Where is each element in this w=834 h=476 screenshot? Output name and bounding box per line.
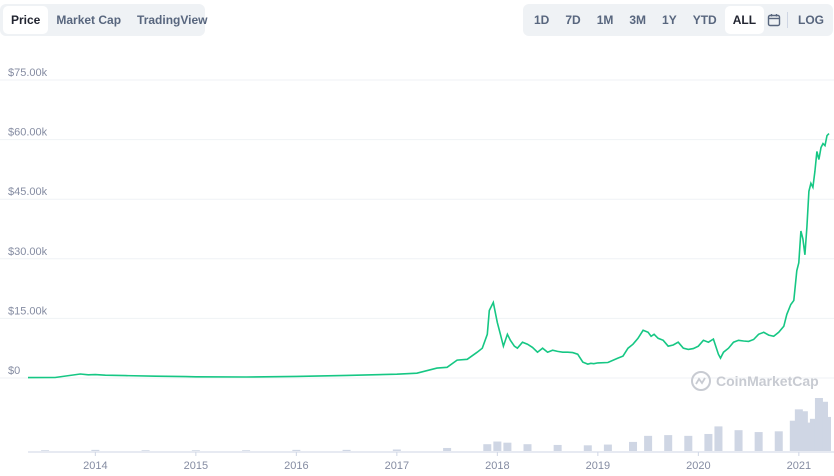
range-1m[interactable]: 1M bbox=[596, 13, 614, 27]
volume-bar bbox=[804, 422, 813, 451]
volume-bar bbox=[629, 441, 638, 451]
volume-bar bbox=[644, 435, 653, 451]
volume-bar bbox=[41, 450, 50, 451]
tab-market-cap[interactable]: Market Cap bbox=[56, 13, 122, 27]
y-tick-label: $0 bbox=[8, 365, 20, 377]
y-tick-label: $75.00k bbox=[8, 67, 48, 79]
volume-bar bbox=[603, 444, 612, 451]
x-tick-label: 2020 bbox=[686, 460, 710, 472]
x-tick-label: 2015 bbox=[184, 460, 208, 472]
chart-type-tabs: Price Market Cap TradingView bbox=[0, 4, 208, 36]
volume-bar bbox=[91, 449, 100, 451]
y-tick-label: $15.00k bbox=[8, 305, 48, 317]
price-series-line bbox=[27, 133, 830, 379]
volume-bar bbox=[794, 409, 803, 451]
x-tick-label: 2018 bbox=[485, 460, 509, 472]
volume-bar bbox=[483, 444, 492, 451]
x-tick-label: 2019 bbox=[586, 460, 610, 472]
watermark: CoinMarketCap bbox=[691, 371, 819, 391]
volume-bar bbox=[822, 416, 831, 451]
coinmarketcap-logo-icon bbox=[691, 371, 711, 391]
volume-bar bbox=[809, 418, 818, 451]
volume-bar bbox=[242, 450, 251, 451]
volume-bar bbox=[523, 444, 532, 451]
volume-bar bbox=[392, 449, 401, 451]
watermark-text: CoinMarketCap bbox=[716, 373, 819, 389]
volume-bar bbox=[191, 450, 200, 451]
x-tick-label: 2021 bbox=[787, 460, 811, 472]
volume-bar bbox=[443, 447, 452, 451]
volume-bar bbox=[754, 432, 763, 451]
x-tick-label: 2016 bbox=[284, 460, 308, 472]
volume-bar bbox=[292, 449, 301, 451]
volume-bar bbox=[664, 435, 673, 451]
range-1y[interactable]: 1Y bbox=[662, 13, 677, 27]
volume-bar bbox=[493, 441, 502, 451]
range-7d[interactable]: 7D bbox=[565, 13, 581, 27]
y-tick-label: $45.00k bbox=[8, 186, 48, 198]
volume-bar bbox=[503, 442, 512, 451]
volume-bar bbox=[342, 449, 351, 451]
x-tick-label: 2017 bbox=[385, 460, 409, 472]
y-tick-label: $30.00k bbox=[8, 246, 48, 258]
volume-bar bbox=[789, 420, 798, 451]
volume-bar bbox=[799, 411, 808, 451]
y-tick-label: $60.00k bbox=[8, 127, 48, 139]
divider bbox=[787, 12, 788, 28]
range-all[interactable]: ALL bbox=[724, 6, 765, 34]
volume-bar bbox=[583, 445, 592, 451]
volume-bar bbox=[714, 426, 723, 451]
volume-bar bbox=[814, 398, 823, 451]
volume-bar bbox=[774, 431, 783, 451]
range-3m[interactable]: 3M bbox=[629, 13, 647, 27]
range-ytd[interactable]: YTD bbox=[692, 13, 717, 27]
volume-bar bbox=[553, 444, 562, 451]
tab-tradingview[interactable]: TradingView bbox=[137, 13, 208, 27]
calendar-icon[interactable] bbox=[764, 7, 783, 33]
tab-price[interactable]: Price bbox=[3, 6, 49, 34]
range-1d[interactable]: 1D bbox=[534, 13, 550, 27]
x-tick-label: 2014 bbox=[83, 460, 107, 472]
volume-bar bbox=[704, 433, 713, 451]
time-range-selector: 1D 7D 1M 3M 1Y YTD ALL LOG bbox=[523, 4, 833, 36]
volume-bar bbox=[141, 450, 150, 451]
volume-bar bbox=[684, 435, 693, 451]
log-scale-button[interactable]: LOG bbox=[798, 13, 824, 27]
volume-bar bbox=[734, 430, 743, 451]
